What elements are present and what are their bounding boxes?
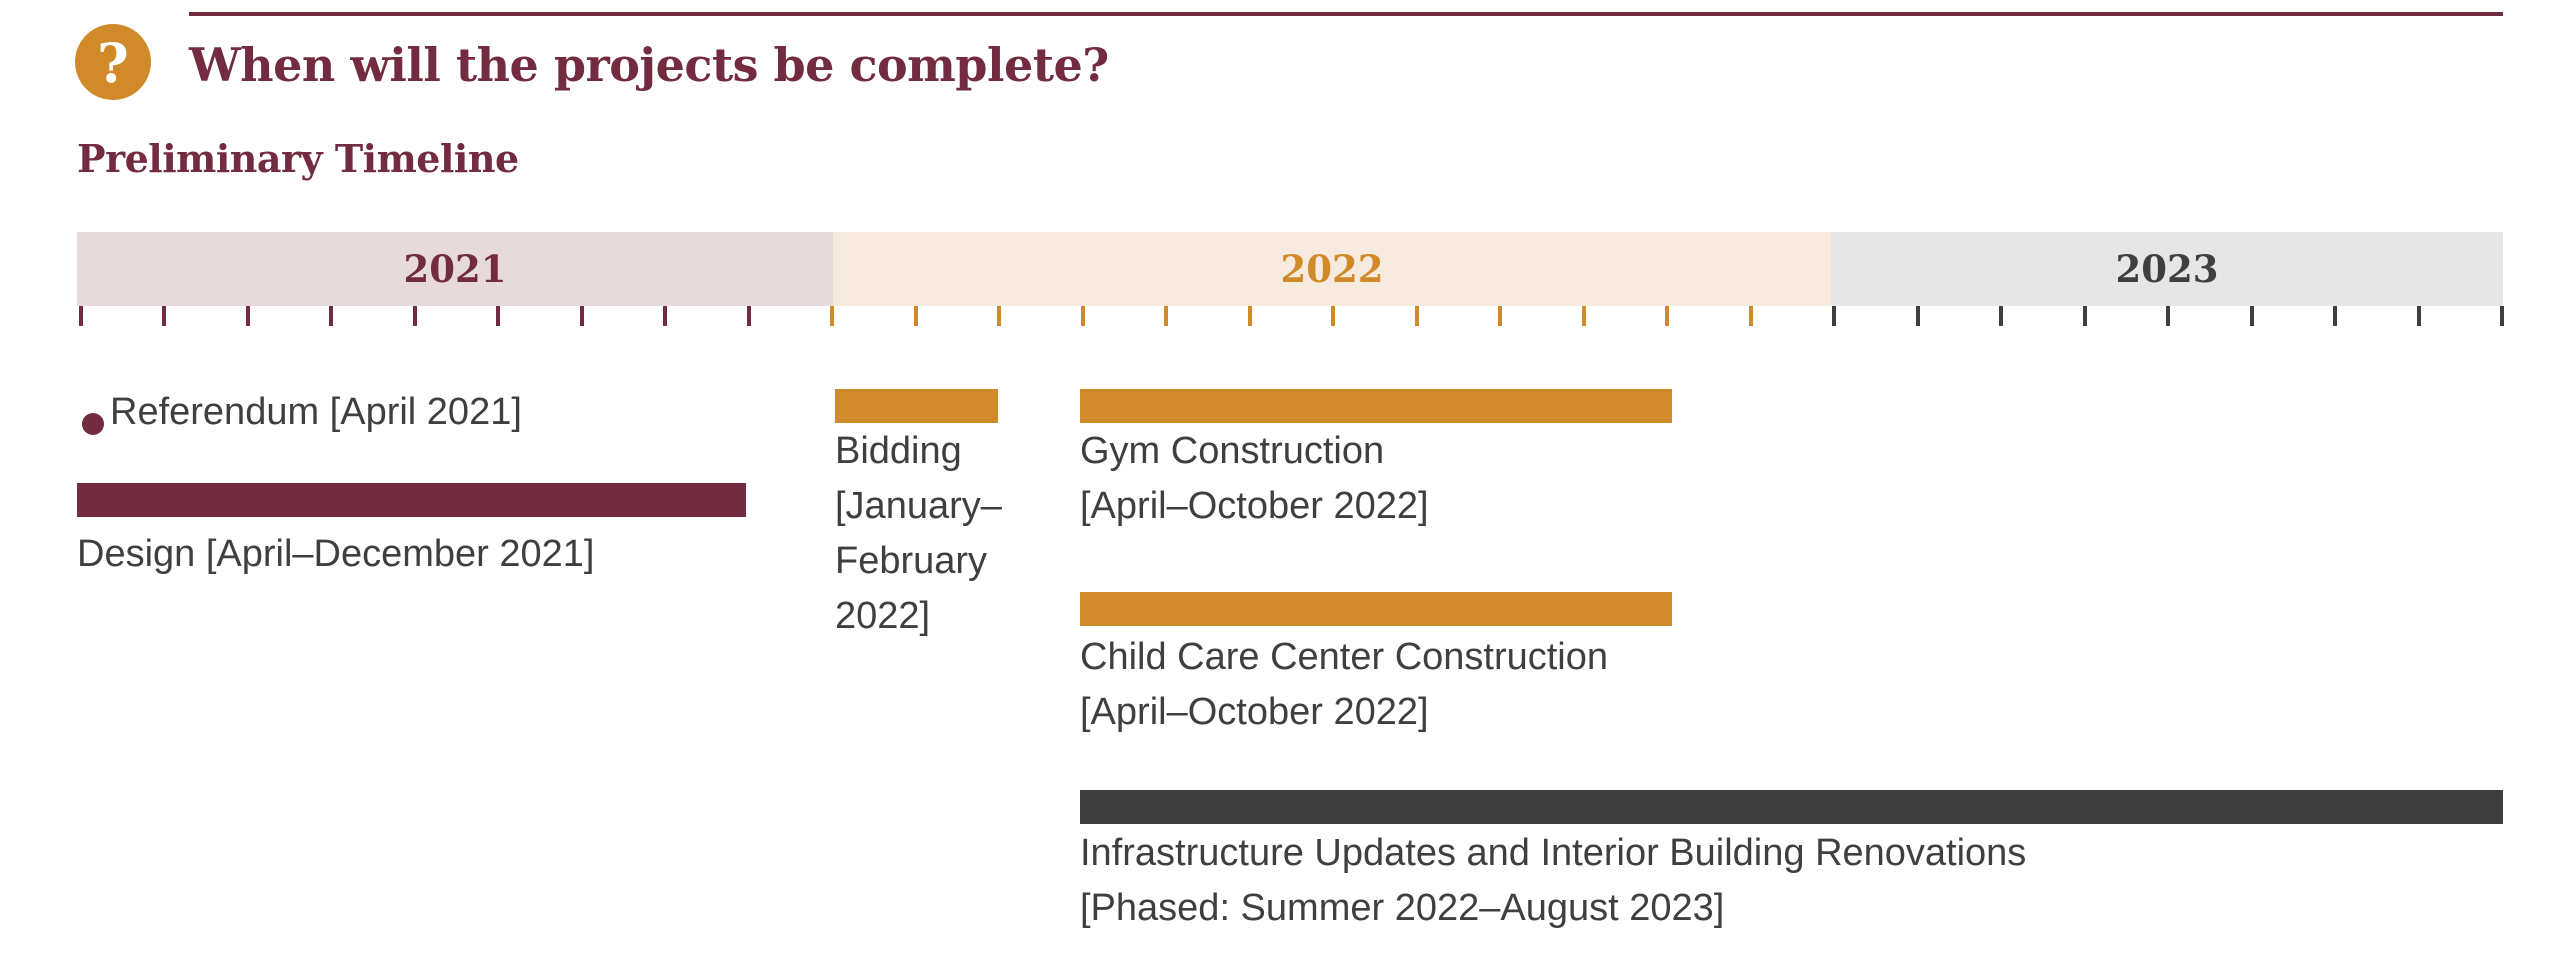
timeline-bar bbox=[1080, 790, 2503, 824]
month-tick bbox=[496, 306, 500, 326]
year-band-2023: 2023 bbox=[1831, 232, 2503, 306]
month-tick bbox=[2416, 306, 2421, 326]
month-tick bbox=[2082, 306, 2087, 326]
timeline-subtitle: Preliminary Timeline bbox=[77, 136, 519, 181]
month-tick bbox=[162, 306, 166, 326]
timeline-bar-label: Design [April–December 2021] bbox=[77, 533, 595, 575]
month-tick bbox=[1999, 306, 2003, 326]
month-tick bbox=[2249, 306, 2254, 326]
month-tick bbox=[663, 306, 667, 326]
timeline-bar-label: Bidding [January– February 2022] bbox=[835, 430, 1002, 637]
timeline-bar-label: Gym Construction [April–October 2022] bbox=[1080, 430, 1429, 527]
timeline-bar-label: Child Care Center Construction [April–Oct… bbox=[1080, 636, 1609, 733]
month-tick bbox=[329, 306, 333, 326]
month-tick bbox=[746, 306, 751, 326]
month-tick bbox=[2333, 306, 2337, 326]
month-tick bbox=[1331, 306, 1335, 326]
year-band-2022: 2022 bbox=[833, 232, 1831, 306]
month-tick bbox=[1915, 306, 1920, 326]
referendum-label: Referendum [April 2021] bbox=[110, 391, 522, 433]
header-rule bbox=[189, 12, 2503, 16]
month-tick bbox=[1581, 306, 1586, 326]
question-icon: ? bbox=[75, 24, 151, 100]
timeline-bar bbox=[1080, 389, 1672, 423]
month-tick bbox=[997, 306, 1001, 326]
timeline-bar bbox=[77, 483, 746, 517]
page-title: When will the projects be complete? bbox=[189, 38, 1109, 92]
timeline-bar bbox=[835, 389, 998, 423]
month-tick bbox=[1665, 306, 1669, 326]
month-tick bbox=[412, 306, 417, 326]
month-tick bbox=[579, 306, 584, 326]
month-tick bbox=[1164, 306, 1168, 326]
month-tick bbox=[2166, 306, 2170, 326]
month-tick bbox=[1498, 306, 1502, 326]
month-tick bbox=[2500, 306, 2504, 326]
month-tick bbox=[1414, 306, 1419, 326]
month-tick bbox=[830, 306, 834, 326]
month-tick bbox=[1748, 306, 1753, 326]
timeline-bar bbox=[1080, 592, 1672, 626]
month-tick bbox=[913, 306, 918, 326]
month-tick bbox=[1080, 306, 1085, 326]
month-tick bbox=[1247, 306, 1252, 326]
referendum-milestone-dot bbox=[82, 413, 104, 435]
month-tick bbox=[245, 306, 250, 326]
month-tick bbox=[1832, 306, 1836, 326]
year-band-2021: 2021 bbox=[77, 232, 833, 306]
month-tick bbox=[78, 306, 83, 326]
timeline-bar-label: Infrastructure Updates and Interior Buil… bbox=[1080, 832, 2027, 929]
